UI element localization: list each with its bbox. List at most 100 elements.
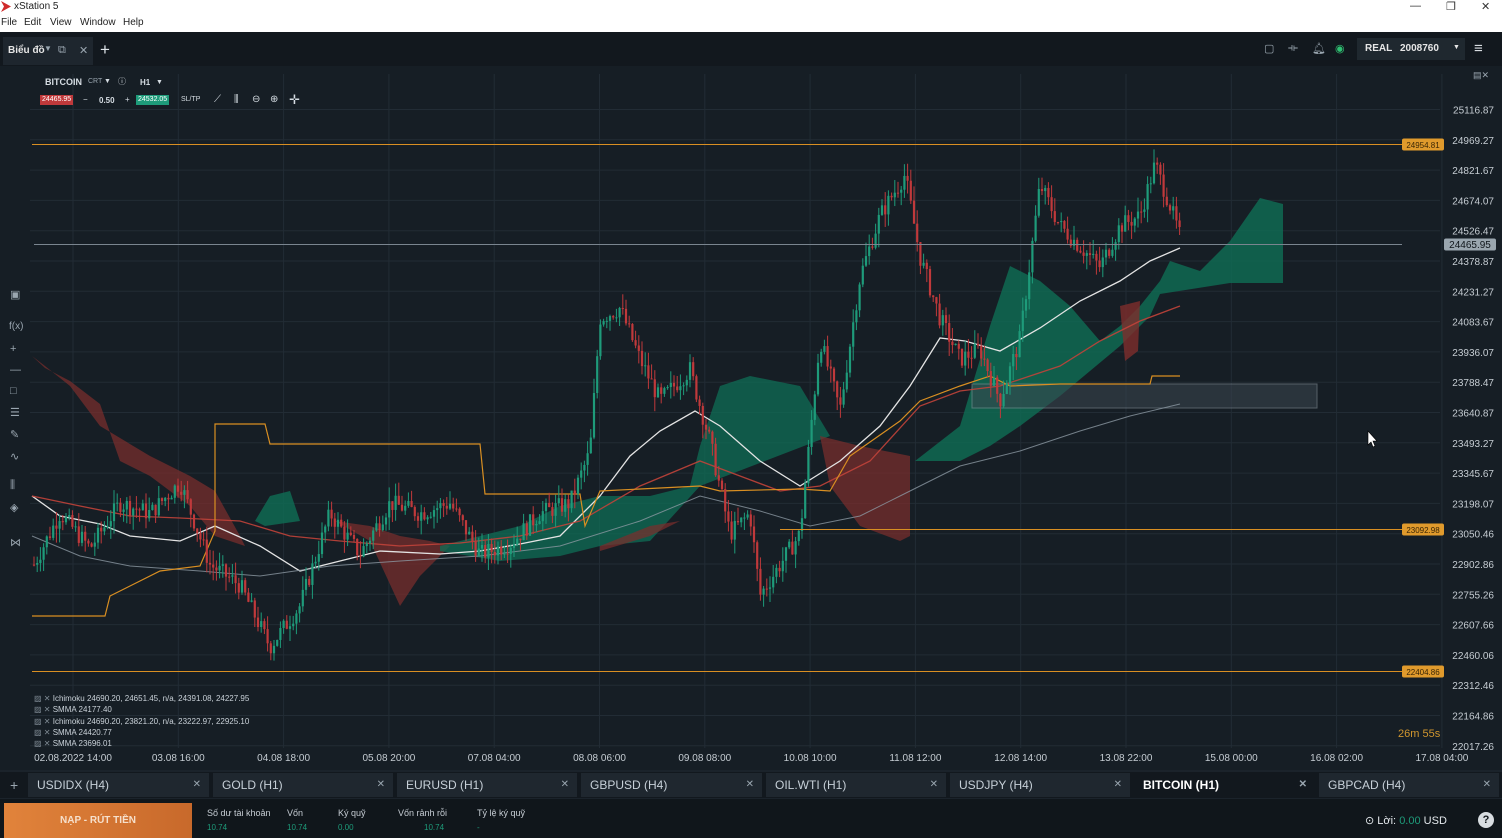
share-icon[interactable]: ⋈ — [10, 537, 21, 549]
timeframe-selector[interactable]: H1 — [140, 78, 151, 87]
add-tab-icon[interactable]: + — [10, 777, 19, 793]
zoom-in-icon[interactable]: ⊕ — [270, 94, 279, 105]
candle-body — [1031, 240, 1034, 273]
tab-gold[interactable]: GOLD (H1) ✕ — [213, 773, 393, 797]
close-tab-icon[interactable]: ✕ — [79, 45, 89, 57]
line-chart-icon[interactable]: ⟋ — [214, 94, 221, 105]
signal-icon[interactable]: ⟛ — [1288, 42, 1298, 54]
tab-gbpcad[interactable]: GBPCAD (H4) ✕ — [1319, 773, 1499, 797]
sell-button[interactable]: 24465.95 — [40, 95, 74, 105]
help-icon[interactable]: ? — [1478, 812, 1494, 828]
menu-window[interactable]: Window — [80, 17, 116, 28]
indicator-item[interactable]: SMMA 24177.40 — [34, 704, 249, 715]
info-icon[interactable]: ⓘ — [118, 77, 126, 86]
close-tab-icon[interactable]: ✕ — [560, 779, 569, 790]
tab-usdidx[interactable]: USDIDX (H4) ✕ — [28, 773, 209, 797]
volume-decrease-button[interactable]: − — [83, 95, 88, 104]
indicator-item[interactable]: SMMA 23696.01 — [34, 738, 249, 749]
sltp-button[interactable]: SL/TP — [181, 96, 201, 103]
menu-file[interactable]: File — [1, 17, 18, 28]
panel-settings-icon[interactable]: ▤✕ — [1473, 70, 1490, 80]
candle-body — [228, 576, 231, 578]
candle-body — [887, 195, 890, 215]
close-tab-icon[interactable]: ✕ — [1113, 779, 1122, 790]
close-tab-icon[interactable]: ✕ — [1482, 779, 1491, 790]
restore-button[interactable]: ❐ — [1446, 1, 1456, 13]
bull-cloud — [915, 198, 1283, 461]
tab-bitcoin[interactable]: BITCOIN (H1) ✕ — [1134, 773, 1315, 797]
zoom-out-icon[interactable]: ⊖ — [252, 94, 261, 105]
layers-icon[interactable]: ◈ — [10, 502, 19, 514]
popout-icon[interactable]: ⧉ — [58, 44, 66, 56]
candle-body — [48, 536, 52, 538]
candle-body — [615, 317, 618, 319]
bar-chart-icon[interactable]: ⫼ — [234, 94, 239, 105]
candle-body — [490, 543, 493, 552]
volume-increase-button[interactable]: + — [125, 95, 130, 104]
close-tab-icon[interactable]: ✕ — [376, 779, 385, 790]
candle-body — [420, 512, 423, 521]
level-tag-current: 24465.95 — [1449, 240, 1491, 251]
rectangle-tool-icon[interactable]: □ — [10, 385, 17, 397]
indicator-item[interactable]: SMMA 24420.77 — [34, 727, 249, 738]
line-tool-icon[interactable]: — — [10, 364, 21, 376]
function-icon[interactable]: f(x) — [9, 321, 24, 332]
buy-button[interactable]: 24532.05 — [136, 95, 170, 105]
candle-body — [413, 507, 416, 517]
candle-body — [903, 175, 906, 190]
layout-icon[interactable]: ▢ — [1264, 43, 1275, 55]
chevron-down-icon[interactable]: ▼ — [44, 44, 52, 53]
minimize-button[interactable]: — — [1410, 0, 1421, 12]
close-tab-icon[interactable]: ✕ — [1298, 779, 1307, 790]
candle-body — [416, 516, 420, 521]
price-tick-label: 24231.27 — [1452, 287, 1494, 298]
crosshair-icon[interactable]: ✛ — [289, 92, 300, 107]
volume-input[interactable]: 0.50 — [99, 96, 115, 105]
time-tick-label: 02.08.2022 14:00 — [34, 753, 112, 764]
deposit-withdraw-button[interactable]: NẠP - RÚT TIỀN — [4, 803, 192, 838]
menu-view[interactable]: View — [50, 17, 72, 28]
instrument-symbol[interactable]: BITCOIN — [45, 77, 82, 87]
tab-usdjpy[interactable]: USDJPY (H4) ✕ — [950, 773, 1130, 797]
candle-body — [1005, 383, 1008, 395]
menu-help[interactable]: Help — [123, 17, 144, 28]
price-tick-label: 22755.26 — [1452, 590, 1494, 601]
close-window-button[interactable]: ✕ — [1481, 1, 1491, 13]
chevron-down-icon[interactable]: ▼ — [104, 78, 111, 85]
fibonacci-tool-icon[interactable]: ☰ — [10, 407, 20, 419]
chart-type-icon[interactable]: ⫼ — [10, 479, 16, 491]
tab-oilwti[interactable]: OIL.WTI (H1) ✕ — [766, 773, 946, 797]
crosshair-tool-icon[interactable]: + — [10, 343, 17, 355]
panel-icon[interactable]: ▣ — [10, 289, 21, 301]
profit-currency: USD — [1423, 815, 1447, 827]
menu-edit[interactable]: Edit — [24, 17, 42, 28]
candle-body — [500, 546, 503, 555]
candle-countdown: 26m 55s — [1398, 728, 1441, 740]
chevron-down-icon: ▼ — [1453, 44, 1460, 51]
candle-body — [650, 378, 653, 380]
close-tab-icon[interactable]: ✕ — [745, 779, 754, 790]
candle-body — [1127, 215, 1130, 222]
tab-label: OIL.WTI (H1) — [775, 778, 847, 792]
tab-chart-workspace[interactable]: Biểu đồ ▼ ⧉ ✕ — [3, 37, 93, 65]
bell-icon[interactable]: 🔔︎ — [1312, 43, 1326, 55]
indicator-item[interactable]: Ichimoku 24690.20, 24651.45, n/a, 24391.… — [34, 693, 250, 704]
chevron-down-icon[interactable]: ▼ — [156, 79, 163, 86]
add-workspace-icon[interactable]: + — [100, 40, 110, 59]
tab-gbpusd[interactable]: GBPUSD (H4) ✕ — [581, 773, 762, 797]
candle-body — [816, 362, 820, 395]
indicator-tool-icon[interactable]: ∿ — [10, 451, 20, 463]
close-tab-icon[interactable]: ✕ — [929, 779, 938, 790]
candle-body — [375, 523, 378, 531]
close-tab-icon[interactable]: ✕ — [192, 779, 201, 790]
hamburger-menu-icon[interactable]: ≡ — [1474, 40, 1483, 57]
account-mode: REAL — [1365, 43, 1393, 54]
pen-tool-icon[interactable]: ✎ — [10, 429, 20, 441]
candle-body — [628, 323, 631, 325]
price-chart[interactable]: 24954.81 24465.95 23092.98 22404.86 25116.8… — [0, 66, 1502, 770]
account-selector[interactable]: REAL 2008760 ▼ — [1357, 38, 1465, 60]
chart-area[interactable]: 24954.81 24465.95 23092.98 22404.86 25116.8… — [0, 66, 1502, 770]
candle-body — [906, 175, 909, 181]
indicator-item[interactable]: Ichimoku 24690.20, 23821.20, n/a, 23222.… — [34, 716, 250, 727]
tab-eurusd[interactable]: EURUSD (H1) ✕ — [397, 773, 577, 797]
